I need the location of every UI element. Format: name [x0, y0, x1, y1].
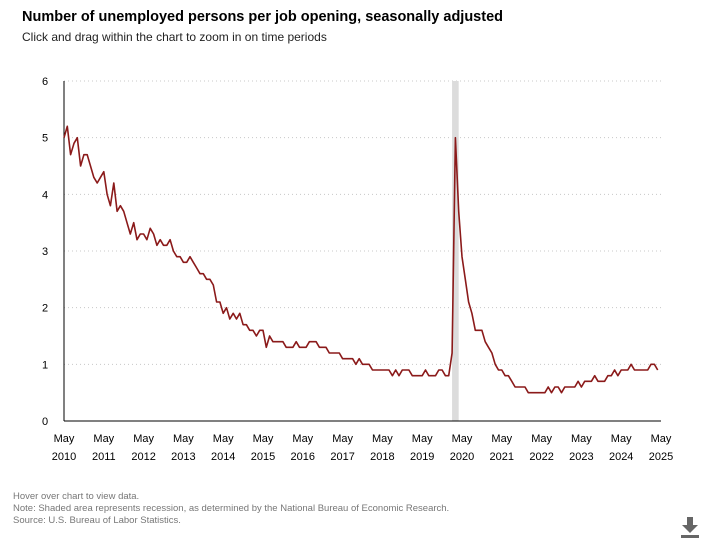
x-tick-year-2025: 2025	[649, 451, 673, 463]
line-chart[interactable]: 0 1 2 3 4 5 6 May 2010 May 2011 May 2012 May 2013 May 20…	[0, 0, 707, 480]
x-tick-month-2022: May	[531, 433, 552, 445]
source-note: Source: U.S. Bureau of Labor Statistics.	[13, 515, 181, 526]
y-tick-label-4: 4	[42, 189, 48, 201]
y-tick-label-6: 6	[42, 76, 48, 88]
x-tick-year-2013: 2013	[171, 451, 195, 463]
x-tick-year-2020: 2020	[450, 451, 474, 463]
x-tick-month-2025: May	[651, 433, 672, 445]
hover-note: Hover over chart to view data.	[13, 491, 140, 502]
x-tick-month-2017: May	[332, 433, 353, 445]
x-tick-month-2015: May	[253, 433, 274, 445]
x-tick-month-2016: May	[292, 433, 313, 445]
y-tick-label-0: 0	[42, 416, 48, 428]
chart-title: Number of unemployed persons per job ope…	[22, 9, 503, 25]
recession-band	[452, 81, 459, 421]
download-icon[interactable]	[680, 516, 700, 538]
x-tick-year-2018: 2018	[370, 451, 394, 463]
chart-notes: Hover over chart to view data. Note: Sha…	[13, 491, 449, 527]
y-tick-label-2: 2	[42, 303, 48, 315]
x-tick-month-2021: May	[491, 433, 512, 445]
x-tick-month-2013: May	[173, 433, 194, 445]
series-line-0	[63, 125, 659, 394]
x-tick-month-2020: May	[452, 433, 473, 445]
x-tick-month-2019: May	[412, 433, 433, 445]
x-tick-year-2022: 2022	[529, 451, 553, 463]
x-tick-year-2017: 2017	[330, 451, 354, 463]
x-tick-year-2014: 2014	[211, 451, 235, 463]
x-tick-year-2010: 2010	[52, 451, 76, 463]
x-tick-month-2024: May	[611, 433, 632, 445]
x-tick-year-2023: 2023	[569, 451, 593, 463]
x-tick-year-2016: 2016	[291, 451, 315, 463]
y-tick-label-3: 3	[42, 246, 48, 258]
series-layer	[63, 125, 659, 394]
grid-layer	[64, 80, 661, 365]
x-tick-year-2011: 2011	[92, 451, 116, 463]
recession-layer	[452, 81, 459, 421]
label-layer: 0 1 2 3 4 5 6 May 2010 May 2011 May 2012 May 2013 May 20…	[42, 76, 673, 463]
x-tick-year-2012: 2012	[131, 451, 155, 463]
recession-note: Note: Shaded area represents recession, …	[13, 503, 450, 514]
x-tick-year-2019: 2019	[410, 451, 434, 463]
x-tick-month-2010: May	[54, 433, 75, 445]
axis-layer	[63, 81, 661, 422]
chart-subtitle: Click and drag within the chart to zoom …	[22, 30, 327, 44]
x-tick-month-2011: May	[93, 433, 114, 445]
y-tick-label-1: 1	[42, 359, 48, 371]
x-tick-year-2015: 2015	[251, 451, 275, 463]
x-tick-year-2021: 2021	[490, 451, 514, 463]
x-tick-year-2024: 2024	[609, 451, 633, 463]
x-tick-month-2014: May	[213, 433, 234, 445]
y-tick-label-5: 5	[42, 133, 48, 145]
x-tick-month-2012: May	[133, 433, 154, 445]
x-tick-month-2023: May	[571, 433, 592, 445]
x-tick-month-2018: May	[372, 433, 393, 445]
